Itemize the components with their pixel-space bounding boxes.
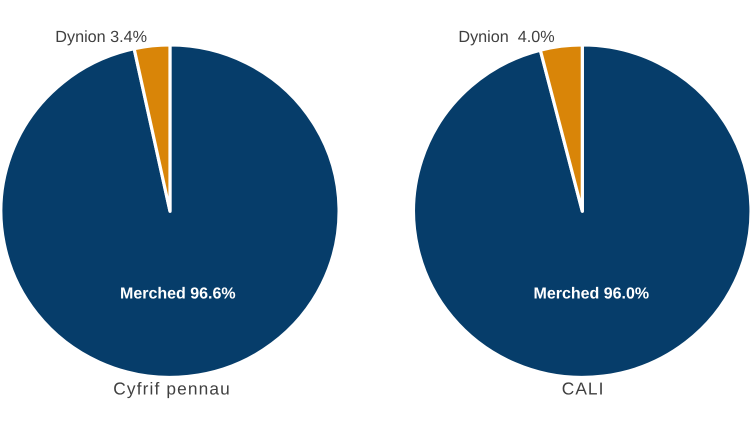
svg-text:Merched 96.6%: Merched 96.6% (120, 285, 236, 302)
svg-text:Cyfrif pennau: Cyfrif pennau (113, 378, 231, 398)
svg-text:Dynion 4.0%: Dynion 4.0% (458, 28, 554, 46)
svg-text:Merched 96.0%: Merched 96.0% (533, 286, 649, 303)
svg-text:Dynion 3.4%: Dynion 3.4% (55, 28, 147, 46)
svg-text:CALI: CALI (562, 379, 605, 399)
